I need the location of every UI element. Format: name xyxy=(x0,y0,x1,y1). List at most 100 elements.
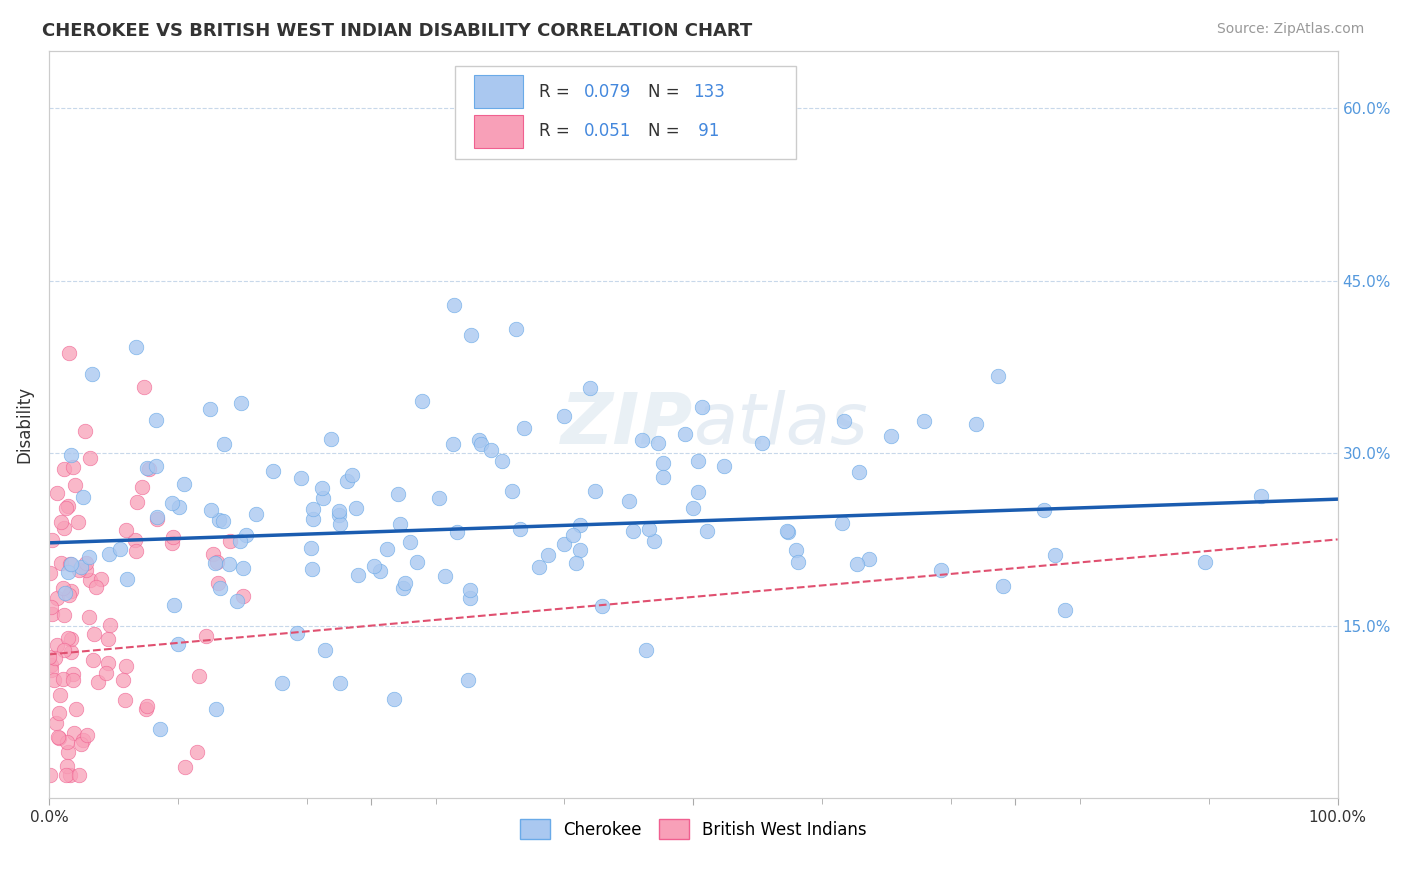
Text: N =: N = xyxy=(648,83,685,101)
Point xyxy=(45,638,67,652)
Point xyxy=(62,666,84,681)
Point xyxy=(97,632,120,646)
Point xyxy=(115,572,138,586)
Point xyxy=(52,582,75,596)
Point xyxy=(619,494,641,508)
Point xyxy=(583,483,606,498)
Point xyxy=(311,481,333,495)
Point xyxy=(39,599,62,614)
Point xyxy=(46,591,69,605)
Point xyxy=(208,513,231,527)
Point xyxy=(110,542,132,557)
Text: R =: R = xyxy=(538,83,575,101)
Point xyxy=(73,424,96,438)
Point xyxy=(53,608,76,623)
Point xyxy=(470,437,492,451)
Point xyxy=(553,537,575,551)
Point xyxy=(427,491,450,506)
Point xyxy=(77,609,100,624)
Point xyxy=(1033,503,1056,517)
Point xyxy=(62,460,84,475)
Point xyxy=(314,643,336,657)
Point xyxy=(202,547,225,561)
Point xyxy=(97,547,120,561)
Point xyxy=(56,499,79,513)
Point xyxy=(778,525,800,540)
Point xyxy=(59,768,82,782)
Point xyxy=(328,504,350,518)
Text: N =: N = xyxy=(648,122,685,140)
Point xyxy=(406,555,429,569)
Point xyxy=(328,508,350,523)
Point xyxy=(136,460,159,475)
Point xyxy=(301,512,323,526)
Point xyxy=(204,556,226,570)
Point xyxy=(66,515,89,529)
Point xyxy=(72,733,94,747)
Point xyxy=(38,649,60,664)
Point xyxy=(76,729,98,743)
Point xyxy=(1194,555,1216,569)
Point xyxy=(929,563,952,577)
Bar xyxy=(474,75,523,108)
Point xyxy=(441,436,464,450)
Point xyxy=(52,643,75,657)
Point xyxy=(84,581,107,595)
Point xyxy=(56,759,79,773)
Point xyxy=(387,487,409,501)
Point xyxy=(205,556,228,570)
Point xyxy=(97,657,120,671)
Point xyxy=(72,490,94,504)
Point xyxy=(58,631,80,645)
Point xyxy=(880,429,903,443)
Point xyxy=(160,495,183,509)
Point xyxy=(60,584,83,599)
Point xyxy=(787,555,810,569)
Point xyxy=(458,591,481,605)
Point xyxy=(82,652,104,666)
Point xyxy=(52,462,75,476)
Point xyxy=(62,673,84,687)
Point xyxy=(565,556,588,570)
Point xyxy=(638,523,661,537)
Point xyxy=(83,627,105,641)
Point xyxy=(138,462,160,476)
Point xyxy=(63,726,86,740)
Point xyxy=(173,760,195,774)
FancyBboxPatch shape xyxy=(456,66,796,159)
Text: Source: ZipAtlas.com: Source: ZipAtlas.com xyxy=(1216,22,1364,37)
Point xyxy=(491,453,513,467)
Point xyxy=(460,582,482,597)
Point xyxy=(673,427,696,442)
Point xyxy=(58,588,80,602)
Text: 0.051: 0.051 xyxy=(583,122,631,140)
Point xyxy=(713,458,735,473)
Point xyxy=(643,533,665,548)
Point xyxy=(831,516,853,530)
Point xyxy=(55,768,77,782)
Point xyxy=(235,528,257,542)
Point xyxy=(204,702,226,716)
Point xyxy=(290,471,312,485)
Point xyxy=(146,512,169,526)
Point xyxy=(382,692,405,706)
Point xyxy=(344,501,367,516)
Point xyxy=(209,581,232,595)
Point xyxy=(392,581,415,595)
Point xyxy=(218,557,240,571)
Text: 0.079: 0.079 xyxy=(583,83,631,101)
Point xyxy=(65,702,87,716)
Point xyxy=(70,737,93,751)
Point xyxy=(55,735,77,749)
Point xyxy=(41,533,63,547)
Point xyxy=(987,368,1010,383)
Point xyxy=(912,414,935,428)
Point xyxy=(53,521,76,535)
Point xyxy=(225,593,247,607)
Point xyxy=(145,459,167,474)
Point xyxy=(70,559,93,574)
Point xyxy=(56,566,79,580)
Point xyxy=(60,557,83,571)
Text: ZIP: ZIP xyxy=(561,390,693,458)
Point xyxy=(198,402,221,417)
